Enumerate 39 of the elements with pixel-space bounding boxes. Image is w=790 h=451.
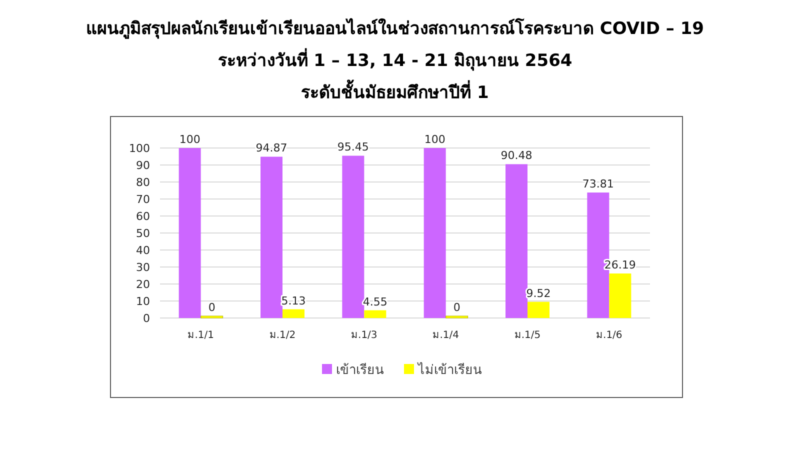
x-tick-label: ม.1/4 [432, 330, 459, 341]
data-label: 73.81 [582, 178, 614, 191]
bar [260, 156, 282, 318]
chart-title: แผนภูมิสรุปผลนักเรียนเข้าเรียนออนไลน์ในช่วงสถานการณ์โรคระบาด COVID – 19 [86, 18, 704, 40]
bar [342, 156, 364, 318]
y-tick-label: 50 [136, 227, 150, 240]
bar [528, 302, 550, 318]
bar [609, 273, 632, 318]
y-tick-label: 0 [143, 312, 150, 325]
text: ระดับชั้นมัธยมศึกษาปีที่ 1 [301, 79, 489, 103]
y-tick-label: 70 [136, 193, 150, 206]
y-tick-label: 20 [136, 278, 150, 291]
data-label: 95.45 [337, 140, 369, 154]
x-tick-label: ม.1/1 [188, 330, 214, 341]
bar [282, 309, 304, 318]
bar [424, 148, 446, 318]
data-label: 0 [208, 301, 216, 314]
x-tick-label: ม.1/2 [269, 330, 296, 341]
data-label: 100 [179, 133, 200, 146]
bar [364, 310, 386, 318]
x-tick-label: ม.1/3 [351, 330, 378, 341]
data-label: 94.87 [256, 142, 288, 155]
bar [178, 148, 201, 318]
bar [506, 164, 528, 318]
data-label: 100 [424, 133, 446, 146]
y-tick-label: 60 [136, 210, 150, 223]
y-tick-label: 80 [136, 176, 150, 189]
y-tick-label: 100 [129, 142, 150, 155]
data-label: 0 [453, 301, 460, 314]
y-tick-label: 30 [136, 261, 150, 274]
legend-label: ไม่เข้าเรียน [417, 362, 482, 378]
x-tick-label: ม.1/6 [596, 330, 622, 341]
chart-subtitle: ระหว่างวันที่ 1 – 13, 14 - 21 มิถุนายน 2564 [218, 48, 572, 71]
x-tick-label: ม.1/5 [514, 330, 541, 341]
legend-label: เข้าเรียน [336, 362, 384, 378]
y-tick-label: 90 [136, 159, 150, 172]
y-tick-label: 40 [136, 244, 150, 257]
y-tick-label: 10 [136, 295, 150, 308]
data-label: 90.48 [500, 149, 532, 162]
